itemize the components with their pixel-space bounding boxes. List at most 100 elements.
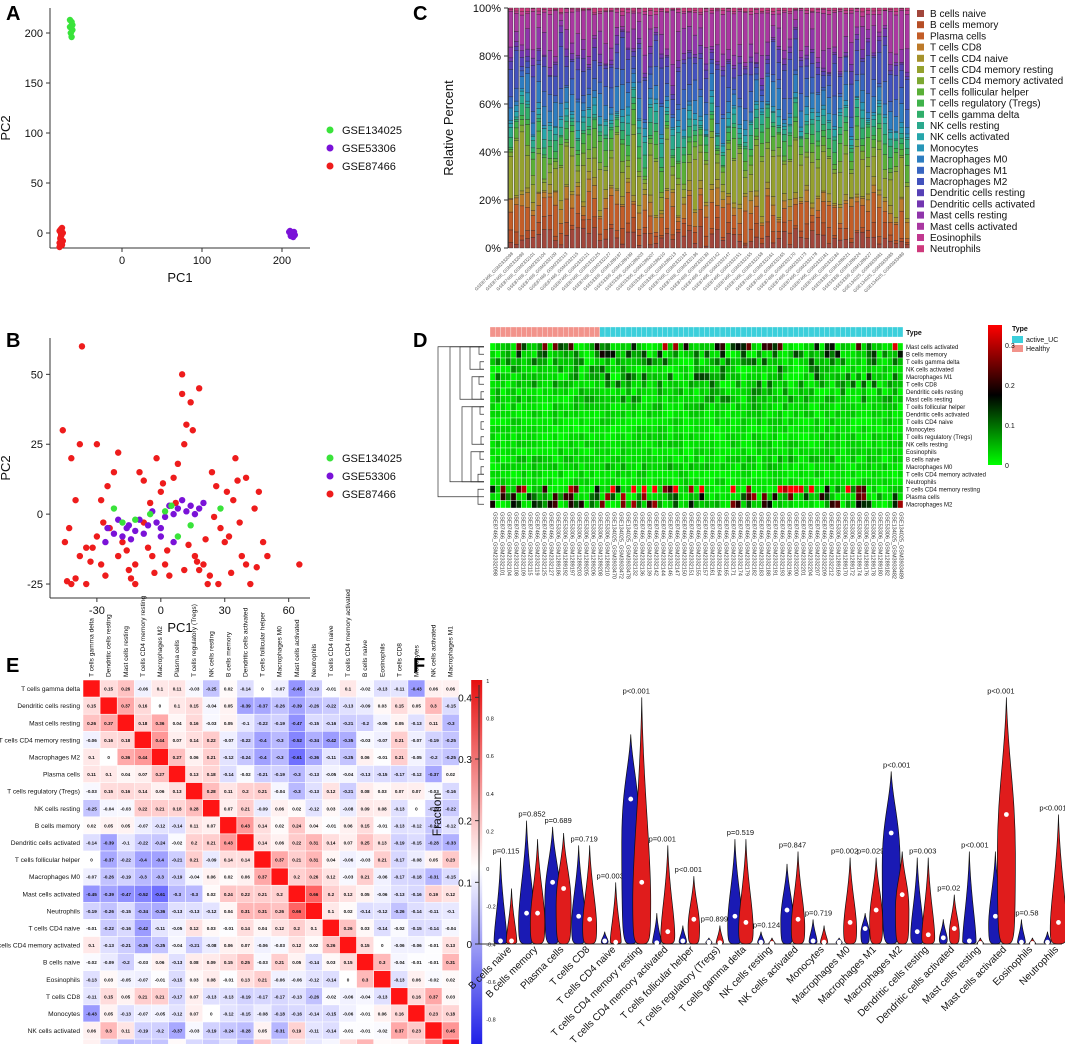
heatmap-cell (719, 425, 726, 434)
stacked-bar-segment (592, 227, 597, 249)
type-annotation-cell (740, 326, 747, 338)
stacked-bar-segment (821, 89, 826, 106)
heatmap-cell (526, 485, 532, 494)
type-annotation-cell (756, 326, 762, 338)
type-annotation-cell (772, 326, 778, 338)
y-tick-label: 0.3 (458, 755, 472, 766)
y-tick-label: 50 (31, 178, 43, 190)
heatmap-cell (881, 410, 888, 419)
stacked-bar-segment (815, 145, 821, 160)
heatmap-cell (798, 387, 804, 396)
stacked-bar-segment (681, 7, 687, 12)
stacked-bar-segment (636, 7, 642, 10)
stacked-bar-segment (793, 139, 798, 193)
stacked-bar-segment (843, 100, 849, 106)
stacked-bar-segment (787, 124, 793, 127)
heatmap-cell (515, 342, 522, 351)
stacked-bar-segment (659, 197, 664, 211)
stacked-bar-segment (581, 227, 586, 249)
stacked-bar-segment (597, 162, 603, 170)
correlation-value: -0.19 (240, 994, 251, 999)
stacked-bar-segment (854, 97, 860, 100)
stacked-bar-segment (525, 192, 530, 208)
column-label: GSE87466_GSM2332164 (716, 512, 722, 576)
heatmap-cell (589, 485, 595, 494)
stacked-bar-segment (899, 63, 904, 71)
stacked-bar-segment (888, 205, 893, 214)
heatmap-cell (615, 462, 621, 471)
correlation-value: -0.13 (394, 806, 405, 811)
stacked-bar-segment (692, 54, 698, 58)
heatmap-cell (526, 470, 532, 479)
stacked-bar-segment (837, 143, 843, 162)
heatmap-cell (620, 447, 627, 456)
correlation-value: -0.12 (309, 806, 320, 811)
heatmap-cell (536, 342, 543, 351)
stacked-bar-segment (798, 7, 804, 9)
heatmap-cell (725, 395, 731, 404)
stacked-bar-segment (754, 100, 759, 105)
heatmap-cell (604, 342, 611, 351)
stacked-bar-segment (698, 226, 703, 249)
colorbar-tick-label: 0.2 (1005, 383, 1015, 390)
legend-swatch (917, 21, 924, 29)
stacked-bar-segment (547, 122, 553, 126)
correlation-value: -0.08 (411, 858, 422, 863)
heatmap-cell (813, 357, 820, 366)
heatmap-cell (745, 402, 752, 411)
heatmap-cell (772, 500, 778, 509)
heatmap-cell (813, 380, 820, 389)
stacked-bar-segment (519, 239, 525, 249)
stacked-bar-segment (882, 117, 888, 124)
stacked-bar-segment (854, 99, 860, 108)
heatmap-cell (636, 440, 642, 449)
heatmap-cell (777, 417, 783, 426)
stacked-bar-segment (653, 7, 659, 12)
heatmap-cell (881, 342, 888, 351)
correlation-value: 0.1 (88, 943, 95, 948)
stacked-bar-segment (809, 230, 815, 249)
heatmap-cell (557, 387, 564, 396)
correlation-value: 0.14 (241, 926, 250, 931)
correlation-value: -0.06 (411, 943, 422, 948)
heatmap-cell (772, 372, 778, 381)
heatmap-cell (840, 432, 846, 441)
heatmap-cell (855, 440, 862, 449)
heatmap-cell (813, 485, 820, 494)
heatmap-cell (557, 500, 564, 509)
stacked-bar-segment (709, 202, 715, 229)
stacked-bar-segment (703, 245, 709, 249)
heatmap-cell (662, 402, 668, 411)
stacked-bar-segment (670, 155, 676, 158)
correlation-value: -0.19 (172, 875, 183, 880)
correlation-value: 0 (210, 1011, 213, 1016)
heatmap-cell (573, 342, 580, 351)
stacked-bar-segment (804, 7, 810, 11)
correlation-value: -0.06 (343, 994, 354, 999)
heatmap-cell (793, 387, 799, 396)
heatmap-cell (866, 425, 872, 434)
heatmap-cell (897, 342, 904, 351)
correlation-value: -0.05 (121, 977, 132, 982)
correlation-value: -0.13 (121, 1011, 132, 1016)
y-tick-label: -25 (27, 579, 43, 591)
stacked-bar-segment (670, 10, 676, 65)
heatmap-cell (897, 425, 904, 434)
heatmap-cell (573, 395, 580, 404)
data-point (193, 558, 201, 565)
heatmap-cell (489, 417, 496, 426)
stacked-bar-segment (597, 11, 603, 14)
stacked-bar-segment (904, 10, 910, 15)
stacked-bar-segment (592, 177, 597, 186)
heatmap-cell (594, 395, 600, 404)
stacked-bar-segment (804, 201, 810, 225)
stacked-bar-segment (821, 190, 826, 193)
heatmap-cell (850, 470, 857, 479)
stacked-bar-segment (815, 159, 821, 169)
heatmap-cell (610, 485, 616, 494)
stacked-bar-segment (787, 145, 793, 160)
data-point (72, 496, 79, 504)
stacked-bar-segment (642, 167, 648, 177)
stacked-bar-segment (569, 78, 575, 95)
heatmap-cell (892, 342, 898, 351)
